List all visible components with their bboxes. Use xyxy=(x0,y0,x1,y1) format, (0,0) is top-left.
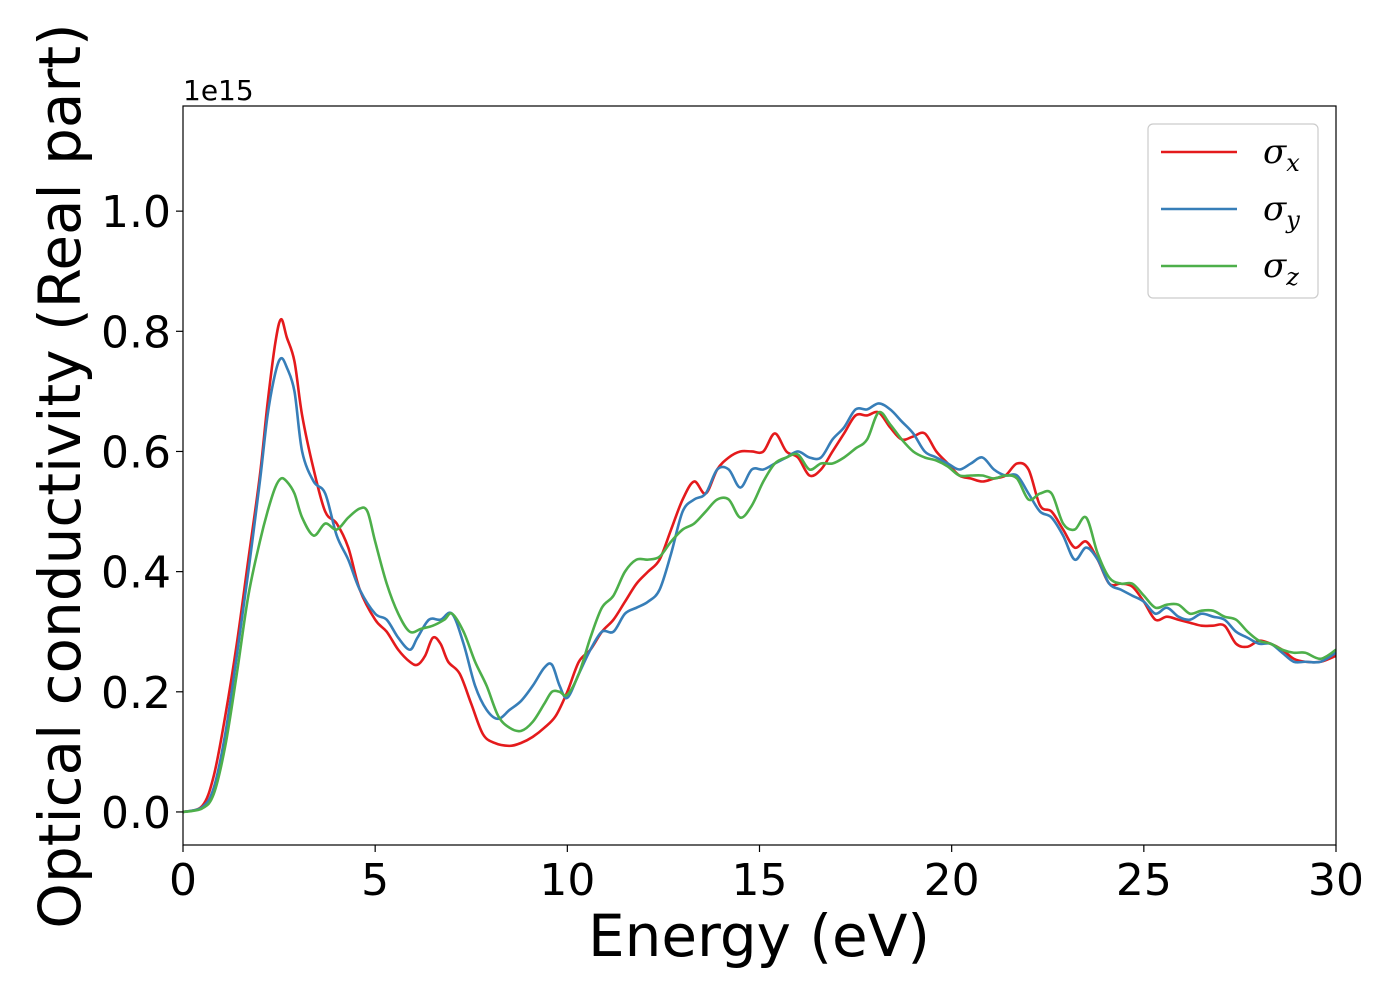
x-tick-label: 0 xyxy=(169,855,197,906)
x-tick-label: 10 xyxy=(539,855,595,906)
series-line-z xyxy=(182,410,1337,814)
series-line-x xyxy=(182,317,1337,814)
y-axis-label: Optical conductivity (Real part) xyxy=(26,23,94,928)
legend-label-z: σz xyxy=(1263,246,1299,291)
x-tick-label: 25 xyxy=(1116,855,1172,906)
legend-subscript: y xyxy=(1285,206,1300,234)
y-tick-label: 0.6 xyxy=(101,427,171,478)
legend-subscript: x xyxy=(1286,149,1300,177)
x-axis-label: Energy (eV) xyxy=(588,902,930,970)
y-tick-label: 0.4 xyxy=(101,548,171,599)
y-tick-label: 1.0 xyxy=(101,187,171,238)
x-axis-ticks: 0 5 10 15 20 25 30 xyxy=(169,845,1364,906)
legend-box xyxy=(1147,123,1319,299)
y-axis-ticks: 0.0 0.2 0.4 0.6 0.8 1.0 xyxy=(101,187,183,839)
x-tick-label: 30 xyxy=(1308,855,1364,906)
legend-subscript: z xyxy=(1285,263,1299,291)
series-line-y xyxy=(182,356,1337,814)
x-tick-label: 20 xyxy=(924,855,980,906)
x-tick-label: 15 xyxy=(732,855,788,906)
series-layer xyxy=(182,317,1337,814)
y-offset-label: 1e15 xyxy=(183,74,254,107)
x-tick-label: 5 xyxy=(361,855,389,906)
y-tick-label: 0.8 xyxy=(101,307,171,358)
y-tick-label: 0.0 xyxy=(101,788,171,839)
y-tick-label: 0.2 xyxy=(101,668,171,719)
